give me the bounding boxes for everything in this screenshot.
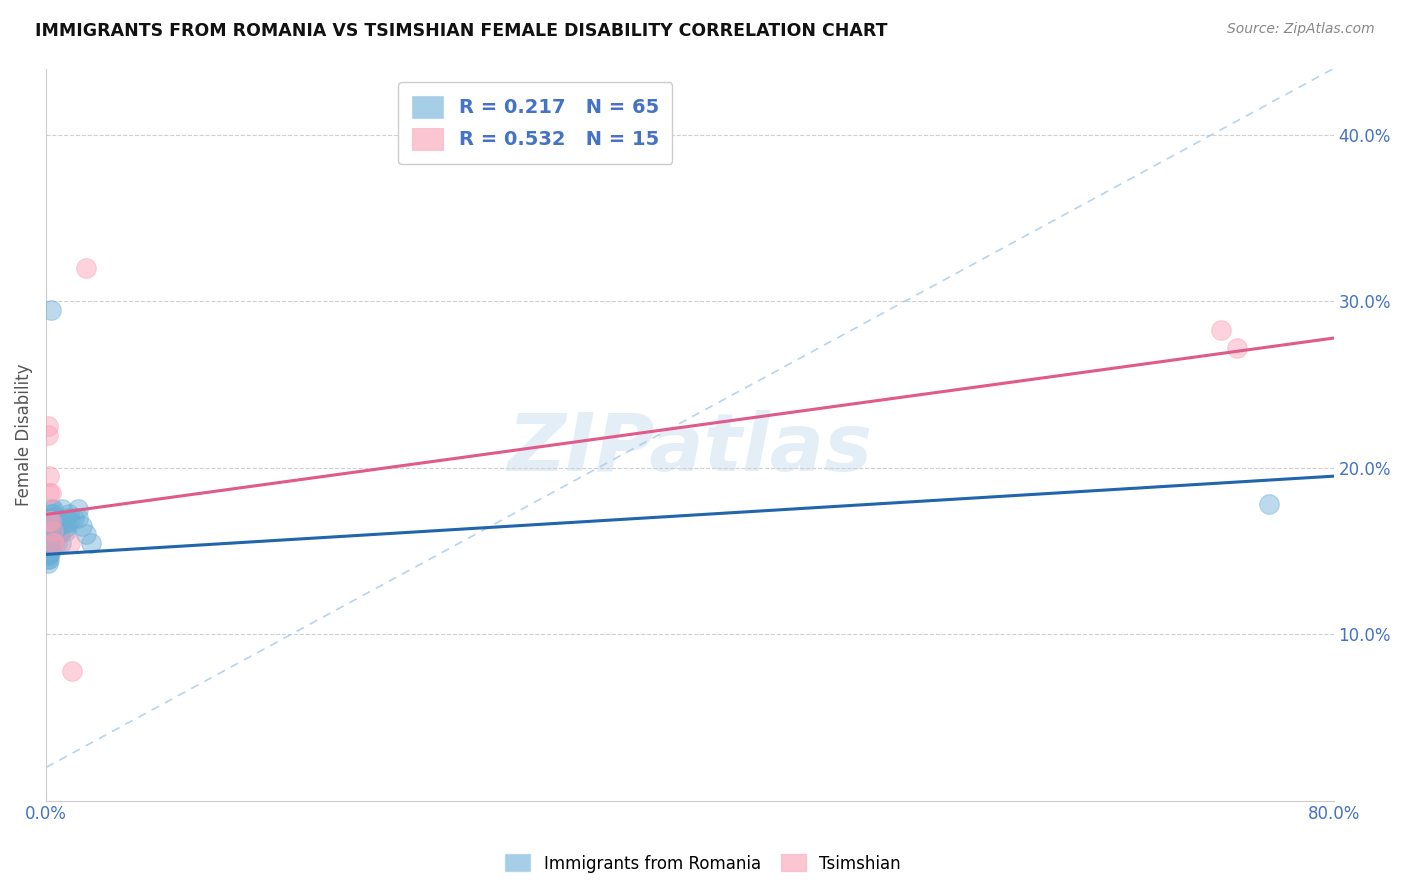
Point	[44, 514, 66, 528]
Point	[67, 510, 90, 524]
Point	[38, 535, 60, 549]
Point	[51, 519, 73, 533]
Point	[58, 508, 80, 522]
Y-axis label: Female Disability: Female Disability	[15, 363, 32, 506]
Point	[45, 527, 67, 541]
Point	[37, 552, 59, 566]
Point	[55, 510, 77, 524]
Point	[39, 485, 62, 500]
Point	[37, 539, 59, 553]
Point	[41, 502, 63, 516]
Point	[49, 535, 72, 549]
Point	[37, 544, 59, 558]
Point	[41, 524, 63, 538]
Point	[37, 541, 59, 555]
Point	[1209, 323, 1232, 337]
Point	[75, 261, 97, 276]
Point	[39, 523, 62, 537]
Point	[38, 519, 60, 533]
Point	[37, 535, 59, 549]
Point	[46, 514, 69, 528]
Point	[59, 514, 82, 528]
Point	[38, 524, 60, 538]
Text: Source: ZipAtlas.com: Source: ZipAtlas.com	[1227, 22, 1375, 37]
Point	[45, 510, 67, 524]
Point	[38, 544, 60, 558]
Text: IMMIGRANTS FROM ROMANIA VS TSIMSHIAN FEMALE DISABILITY CORRELATION CHART: IMMIGRANTS FROM ROMANIA VS TSIMSHIAN FEM…	[35, 22, 887, 40]
Point	[1258, 498, 1281, 512]
Point	[48, 527, 70, 541]
Point	[37, 547, 59, 561]
Point	[44, 535, 66, 549]
Point	[41, 510, 63, 524]
Point	[55, 524, 77, 538]
Point	[39, 510, 62, 524]
Point	[38, 547, 60, 561]
Point	[37, 556, 59, 570]
Point	[39, 535, 62, 549]
Point	[51, 502, 73, 516]
Point	[37, 549, 59, 563]
Point	[70, 519, 93, 533]
Text: ZIPatlas: ZIPatlas	[508, 410, 872, 488]
Point	[39, 524, 62, 538]
Point	[41, 527, 63, 541]
Point	[39, 502, 62, 516]
Point	[39, 544, 62, 558]
Point	[48, 514, 70, 528]
Point	[38, 514, 60, 528]
Point	[38, 469, 60, 483]
Point	[62, 510, 84, 524]
Point	[39, 519, 62, 533]
Legend: Immigrants from Romania, Tsimshian: Immigrants from Romania, Tsimshian	[499, 847, 907, 880]
Point	[1226, 341, 1249, 355]
Point	[41, 508, 63, 522]
Point	[41, 535, 63, 549]
Point	[38, 531, 60, 545]
Point	[56, 519, 79, 533]
Point	[80, 535, 103, 549]
Point	[44, 519, 66, 533]
Point	[75, 527, 97, 541]
Point	[46, 535, 69, 549]
Point	[39, 508, 62, 522]
Point	[41, 535, 63, 549]
Point	[37, 547, 59, 561]
Point	[39, 514, 62, 528]
Point	[60, 664, 83, 678]
Point	[38, 552, 60, 566]
Point	[41, 519, 63, 533]
Point	[38, 510, 60, 524]
Point	[59, 535, 82, 549]
Legend: R = 0.217   N = 65, R = 0.532   N = 15: R = 0.217 N = 65, R = 0.532 N = 15	[398, 82, 672, 164]
Point	[37, 419, 59, 434]
Point	[38, 527, 60, 541]
Point	[39, 302, 62, 317]
Point	[45, 524, 67, 538]
Point	[38, 485, 60, 500]
Point	[44, 535, 66, 549]
Point	[41, 514, 63, 528]
Point	[44, 531, 66, 545]
Point	[37, 427, 59, 442]
Point	[52, 523, 75, 537]
Point	[67, 502, 90, 516]
Point	[38, 541, 60, 555]
Point	[39, 514, 62, 528]
Point	[39, 531, 62, 545]
Point	[37, 534, 59, 549]
